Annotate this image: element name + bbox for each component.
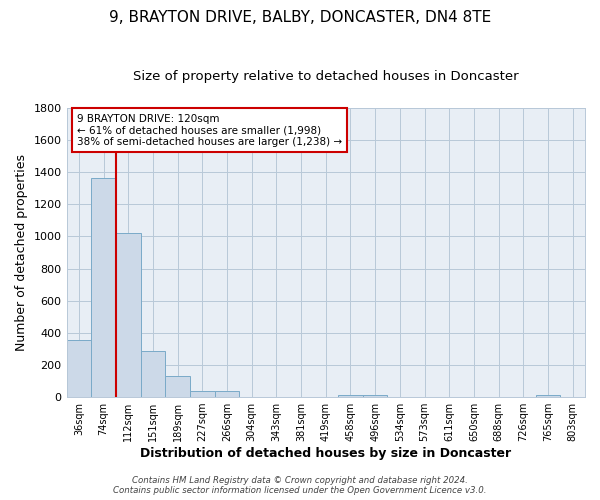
Bar: [338, 394, 363, 397]
Bar: [165, 376, 190, 397]
Bar: [116, 233, 140, 397]
Text: Contains HM Land Registry data © Crown copyright and database right 2024.
Contai: Contains HM Land Registry data © Crown c…: [113, 476, 487, 495]
X-axis label: Distribution of detached houses by size in Doncaster: Distribution of detached houses by size …: [140, 447, 511, 460]
Bar: [363, 394, 388, 397]
Bar: [91, 178, 116, 397]
Y-axis label: Number of detached properties: Number of detached properties: [15, 154, 28, 351]
Bar: [536, 394, 560, 397]
Bar: [67, 340, 91, 397]
Bar: [140, 352, 165, 397]
Text: 9 BRAYTON DRIVE: 120sqm
← 61% of detached houses are smaller (1,998)
38% of semi: 9 BRAYTON DRIVE: 120sqm ← 61% of detache…: [77, 114, 342, 147]
Bar: [215, 392, 239, 397]
Title: Size of property relative to detached houses in Doncaster: Size of property relative to detached ho…: [133, 70, 518, 83]
Bar: [190, 390, 215, 397]
Text: 9, BRAYTON DRIVE, BALBY, DONCASTER, DN4 8TE: 9, BRAYTON DRIVE, BALBY, DONCASTER, DN4 …: [109, 10, 491, 25]
